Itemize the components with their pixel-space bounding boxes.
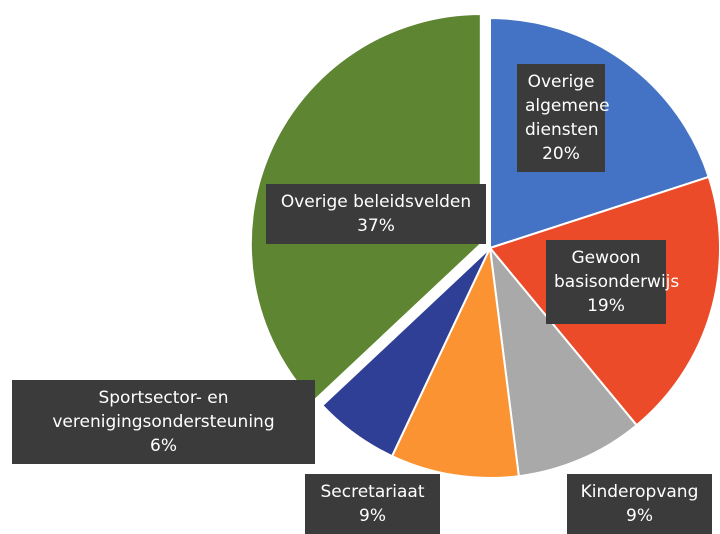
pie-slice xyxy=(488,244,639,478)
slice-value: 20% xyxy=(542,144,580,164)
slice-name: Overige beleidsvelden xyxy=(280,192,472,212)
data-label: Sportsector- en verenigingsondersteuning… xyxy=(12,380,315,464)
slice-value: 6% xyxy=(150,436,177,456)
slice-value: 19% xyxy=(587,296,625,316)
slice-value: 9% xyxy=(626,506,653,526)
slice-name: Gewoon basisonderwijs xyxy=(554,248,680,292)
pie-slice xyxy=(390,244,520,479)
data-label: Overige algemene diensten 20% xyxy=(517,64,610,172)
pie-slice xyxy=(320,247,491,458)
slice-name: Sportsector- en verenigingsondersteuning xyxy=(52,388,275,432)
slice-value: 37% xyxy=(357,216,395,236)
slice-name: Secretariaat xyxy=(320,482,425,502)
slice-value: 9% xyxy=(359,506,386,526)
slice-name: Overige algemene diensten xyxy=(525,72,610,140)
data-label: Kinderopvang 9% xyxy=(567,474,712,534)
data-label: Secretariaat 9% xyxy=(305,474,440,534)
data-label: Overige beleidsvelden 37% xyxy=(266,184,486,244)
data-label: Gewoon basisonderwijs 19% xyxy=(546,240,680,324)
slice-name: Kinderopvang xyxy=(580,482,699,502)
